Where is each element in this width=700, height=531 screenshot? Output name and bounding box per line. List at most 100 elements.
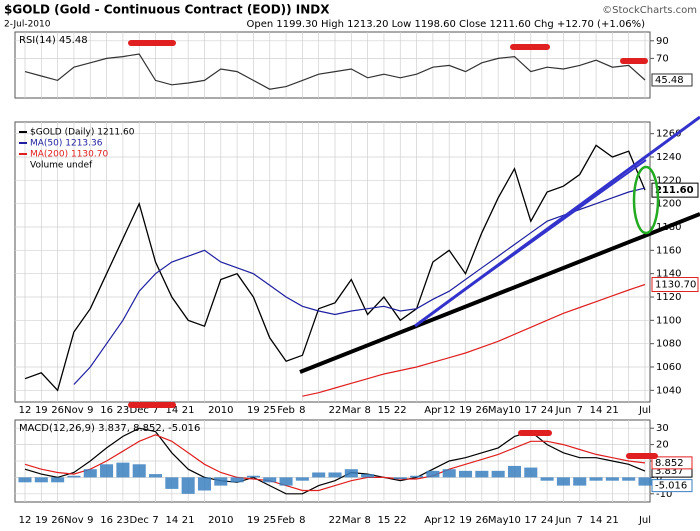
histogram-bar	[83, 469, 97, 478]
x-tick-label: Nov	[64, 405, 84, 416]
y-tick-label: 1140	[656, 269, 681, 280]
x-tick-label: Jul	[638, 405, 651, 416]
histogram-bar	[279, 477, 293, 486]
y-tick-label: -10	[656, 489, 672, 500]
x-tick-label: Dec	[130, 515, 149, 526]
x-tick-label: 21	[606, 405, 619, 416]
x-tick-label: 21	[182, 515, 195, 526]
x-tick-label: 25	[263, 515, 276, 526]
trend-line	[419, 159, 647, 323]
histogram-bar	[312, 472, 326, 478]
legend-entry: MA(50) 1213.36	[30, 139, 103, 149]
histogram-bar	[132, 464, 146, 478]
y-tick-label: 20	[656, 440, 669, 451]
series-line	[24, 144, 646, 392]
value-tag-label: 45.48	[655, 75, 684, 86]
histogram-bar	[246, 475, 260, 478]
x-tick-label: 12	[443, 405, 456, 416]
x-tick-label: 7	[152, 515, 158, 526]
histogram-bar	[214, 477, 228, 486]
x-tick-label: 19	[35, 515, 48, 526]
x-tick-label: 24	[541, 515, 554, 526]
histogram-bar	[361, 474, 375, 478]
x-tick-label: 14	[590, 405, 603, 416]
x-tick-label: 15	[378, 405, 391, 416]
legend-entry: $GOLD (Daily) 1211.60	[30, 128, 135, 138]
histogram-bar	[344, 469, 358, 478]
x-tick-label: 14	[165, 515, 178, 526]
red-marker	[620, 58, 648, 64]
histogram-bar	[638, 477, 652, 486]
histogram-bar	[230, 477, 244, 483]
x-tick-label: Apr	[424, 515, 442, 526]
x-tick-label: 21	[182, 405, 195, 416]
x-tick-label: 14	[165, 405, 178, 416]
x-tick-label: 9	[87, 515, 93, 526]
histogram-bar	[524, 467, 538, 478]
x-tick-label: 17	[524, 515, 537, 526]
histogram-bar	[459, 470, 473, 478]
x-tick-label: 19	[459, 405, 472, 416]
value-tag-label: 211.60	[655, 185, 694, 196]
x-tick-label: Mar	[342, 405, 362, 416]
x-tick-label: 22	[394, 405, 407, 416]
y-tick-label: 90	[656, 36, 669, 47]
histogram-bar	[540, 477, 554, 481]
histogram-bar	[475, 470, 489, 478]
y-tick-label: 1120	[656, 292, 681, 303]
x-tick-label: Feb	[277, 515, 295, 526]
histogram-bar	[67, 475, 81, 478]
value-tag-label: 1130.70	[655, 280, 696, 291]
value-tag	[651, 456, 693, 470]
histogram-bar	[393, 477, 407, 480]
value-tag-label: -5.016	[655, 481, 687, 492]
support-line	[299, 212, 700, 374]
y-tick-label: 30	[656, 423, 669, 434]
value-tag	[651, 182, 699, 198]
histogram-bar	[165, 477, 179, 489]
series-line	[24, 427, 646, 495]
chart-title: $GOLD (Gold - Continuous Contract (EOD))…	[4, 3, 330, 17]
x-tick-label: 10	[508, 405, 521, 416]
x-tick-label: 7	[577, 515, 583, 526]
histogram-bar	[34, 477, 48, 483]
highlight-ellipse	[632, 165, 660, 235]
x-tick-label: 12	[443, 515, 456, 526]
x-tick-label: 14	[590, 515, 603, 526]
x-tick-label: 22	[329, 515, 342, 526]
x-tick-label: 2010	[208, 405, 233, 416]
x-tick-label: Apr	[424, 405, 442, 416]
x-tick-label: 8	[299, 405, 305, 416]
x-tick-label: 12	[19, 405, 32, 416]
series-line	[302, 283, 646, 397]
x-tick-label: Feb	[277, 405, 295, 416]
histogram-bar	[556, 477, 570, 486]
y-tick-label: 1200	[656, 199, 681, 210]
x-tick-label: 12	[19, 515, 32, 526]
x-tick-label: 22	[329, 405, 342, 416]
value-tag	[651, 73, 693, 87]
x-tick-label: Dec	[130, 405, 149, 416]
legend-entry: MA(200) 1130.70	[30, 150, 108, 160]
x-tick-label: 25	[263, 405, 276, 416]
red-marker	[128, 40, 176, 46]
x-tick-label: 23	[117, 515, 130, 526]
x-tick-label: 26	[51, 405, 64, 416]
series-line	[73, 187, 646, 385]
histogram-bar	[181, 477, 195, 494]
x-tick-label: 7	[152, 405, 158, 416]
x-tick-label: 23	[117, 405, 130, 416]
x-tick-label: May	[488, 515, 509, 526]
histogram-bar	[197, 477, 211, 491]
x-tick-label: 10	[508, 515, 521, 526]
x-tick-label: 7	[577, 405, 583, 416]
histogram-bar	[100, 464, 114, 478]
x-tick-label: 9	[87, 405, 93, 416]
x-tick-label: 17	[524, 405, 537, 416]
histogram-bar	[295, 477, 309, 481]
x-tick-label: 15	[378, 515, 391, 526]
source: ©StockCharts.com	[602, 5, 697, 16]
quote: Open 1199.30 High 1213.20 Low 1198.60 Cl…	[247, 19, 646, 30]
x-tick-label: 19	[247, 405, 260, 416]
